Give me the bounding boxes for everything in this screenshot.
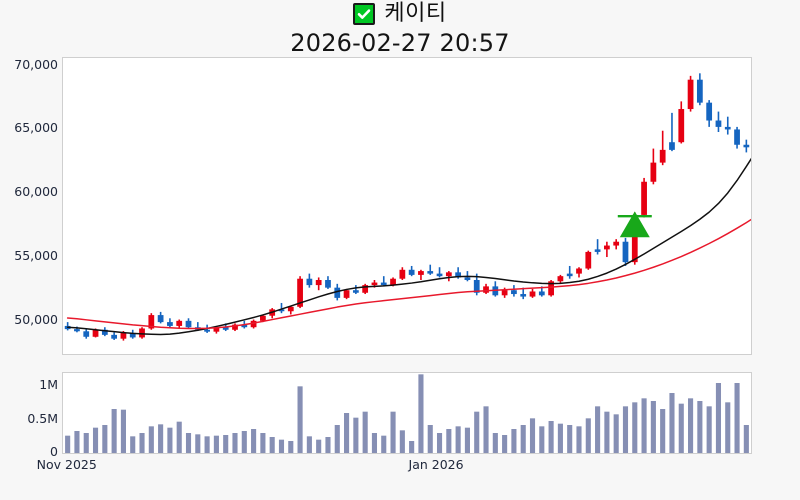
volume-chart-panel[interactable] (62, 372, 752, 454)
price-y-tick-label: 55,000 (14, 248, 58, 264)
price-y-tick-label: 50,000 (14, 311, 58, 327)
x-tick-label: Nov 2025 (36, 457, 97, 472)
title-row: 케이티 (0, 2, 800, 26)
price-chart-panel[interactable] (62, 57, 752, 355)
chart-header: 케이티 2026-02-27 20:57 (0, 0, 800, 58)
timestamp-label: 2026-02-27 20:57 (290, 29, 510, 57)
volume-y-tick-label: 0 (50, 444, 58, 459)
volume-y-tick-label: 0.5M (27, 410, 58, 426)
price-y-axis: 70,000 65,000 60,000 55,000 50,000 (0, 57, 58, 355)
price-y-tick-label: 65,000 (14, 120, 58, 136)
candlestick-plot (64, 73, 751, 341)
price-y-tick-label: 60,000 (14, 184, 58, 200)
volume-y-axis: 1M 0.5M 0 (0, 372, 58, 458)
volume-plot (65, 374, 749, 453)
page-title: 케이티 (384, 1, 447, 26)
volume-y-tick-label: 1M (39, 377, 58, 393)
price-y-tick-label: 70,000 (14, 56, 58, 72)
x-tick-label: Jan 2026 (408, 457, 464, 472)
checked-checkbox-icon[interactable] (353, 3, 376, 25)
